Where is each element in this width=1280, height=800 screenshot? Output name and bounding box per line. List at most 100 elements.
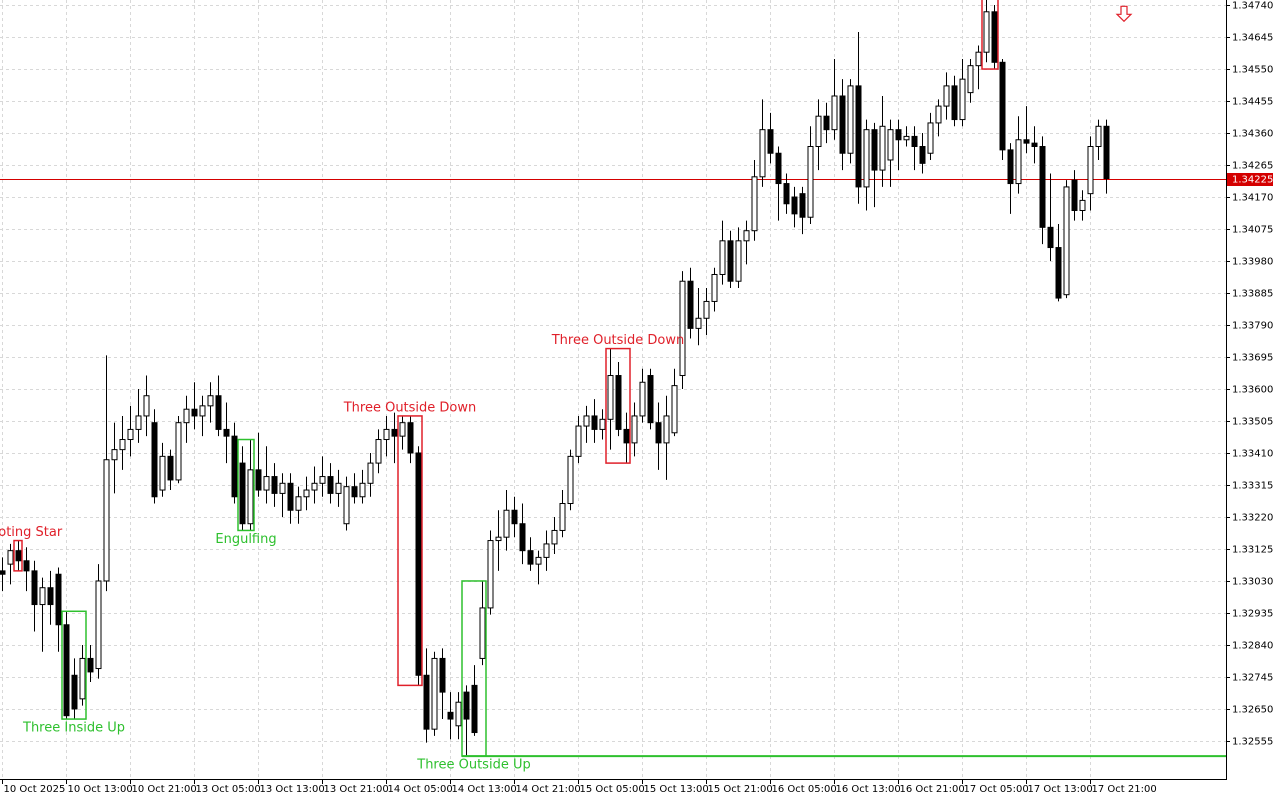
candle-body <box>31 570 38 606</box>
y-tick-label: 1.34550 <box>1232 65 1273 76</box>
candle-body <box>599 418 606 430</box>
candle-body <box>383 428 390 441</box>
candle-body <box>151 422 158 498</box>
candle-body <box>543 543 550 558</box>
y-tick-label: 1.32935 <box>1232 609 1273 620</box>
x-tick-label: 13 Oct 05:00 <box>196 784 261 795</box>
candle-body <box>583 415 590 427</box>
candle-body <box>223 428 230 437</box>
x-tick-label: 14 Oct 21:00 <box>516 784 581 795</box>
candle-body <box>863 129 870 188</box>
candle-body <box>567 455 574 505</box>
candle-body <box>1047 226 1054 249</box>
x-tick-label: 17 Oct 05:00 <box>964 784 1029 795</box>
candle-body <box>951 85 958 121</box>
candle-body <box>71 674 78 710</box>
candle-body <box>815 115 822 148</box>
x-tick-label: 15 Oct 13:00 <box>644 784 709 795</box>
candle-body <box>631 415 638 444</box>
candle-body <box>143 395 150 417</box>
candle-body <box>1007 149 1014 185</box>
y-tick-label: 1.33505 <box>1232 417 1273 428</box>
candle-body <box>847 85 854 154</box>
candle-body <box>871 129 878 171</box>
grid <box>0 0 1226 779</box>
candle-body <box>391 428 398 437</box>
candle-body <box>327 476 334 494</box>
candle-body <box>247 469 254 525</box>
candle-body <box>839 95 846 154</box>
candle-body <box>399 422 406 437</box>
candle-body <box>311 482 318 491</box>
candle-body <box>759 129 766 178</box>
y-tick-label: 1.33885 <box>1232 289 1273 300</box>
candle-body <box>887 129 894 161</box>
candle-body <box>983 11 990 53</box>
y-tick-label: 1.34265 <box>1232 161 1273 172</box>
y-tick-label: 1.34360 <box>1232 129 1273 140</box>
pattern-box <box>981 0 999 70</box>
candle-body <box>1095 125 1102 148</box>
candle-body <box>367 462 374 484</box>
candle-body <box>1087 146 1094 195</box>
candle-body <box>87 657 94 673</box>
candle-body <box>79 657 86 700</box>
candle-body <box>607 375 614 420</box>
candle-body <box>111 449 118 461</box>
candle-body <box>0 570 6 575</box>
y-tick-label: 1.34740 <box>1232 1 1273 12</box>
candle-body <box>135 415 142 430</box>
x-tick-label: 13 Oct 21:00 <box>324 784 389 795</box>
pattern-box <box>61 610 87 720</box>
candle-body <box>503 509 510 538</box>
candle-body <box>647 375 654 424</box>
y-tick-label: 1.33410 <box>1232 449 1273 460</box>
candle-body <box>591 415 598 430</box>
y-tick-label: 1.34455 <box>1232 97 1273 108</box>
y-tick-label: 1.32555 <box>1232 737 1273 748</box>
candle-body <box>183 408 190 424</box>
candle-body <box>335 482 342 494</box>
candle-body <box>687 280 694 329</box>
candle-body <box>959 78 966 121</box>
candle-body <box>479 607 486 659</box>
candle-body <box>895 129 902 141</box>
y-tick-label: 1.33125 <box>1232 545 1273 556</box>
candle-body <box>511 509 518 525</box>
candle-body <box>919 146 926 164</box>
candle-body <box>495 536 502 542</box>
candle-body <box>535 556 542 565</box>
candle-body <box>623 428 630 444</box>
current-price-tag <box>1227 173 1273 186</box>
candle-body <box>911 135 918 148</box>
candle-body <box>791 196 798 215</box>
candle-body <box>519 523 526 552</box>
candle-body <box>127 428 134 441</box>
pattern-label: Three Inside Up <box>22 721 125 736</box>
candle-body <box>447 711 454 720</box>
candle-body <box>551 529 558 545</box>
y-tick-label: 1.33600 <box>1232 385 1273 396</box>
candle-body <box>751 176 758 232</box>
candle-body <box>943 85 950 107</box>
x-tick-label: 16 Oct 21:00 <box>900 784 965 795</box>
candle-body <box>215 395 222 430</box>
y-tick-label: 1.33695 <box>1232 353 1273 364</box>
candle-body <box>1063 186 1070 296</box>
candle-body <box>775 152 782 185</box>
pattern-label: Engulfing <box>215 532 276 547</box>
candle-body <box>655 422 662 444</box>
candle-body <box>1071 179 1078 211</box>
candle-body <box>263 476 270 491</box>
candle-body <box>671 385 678 434</box>
candle-body <box>343 486 350 525</box>
candle-body <box>175 422 182 481</box>
candle-body <box>1039 146 1046 228</box>
candle-body <box>1023 139 1030 144</box>
x-tick-label: 16 Oct 13:00 <box>836 784 901 795</box>
x-tick-label: 10 Oct 2025 <box>4 784 66 795</box>
candle-body <box>15 550 22 562</box>
x-tick-label: 15 Oct 21:00 <box>708 784 773 795</box>
